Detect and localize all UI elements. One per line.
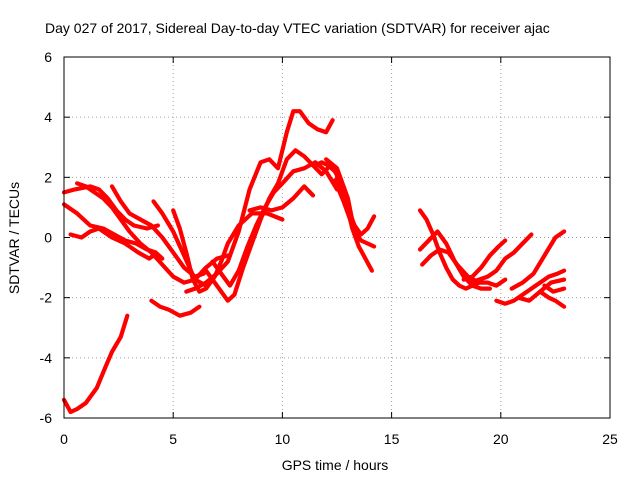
satellite-track-13	[247, 184, 316, 213]
satellite-track-12	[210, 160, 340, 288]
x-tick-labels: 0 5 10 15 20 25	[60, 431, 618, 447]
series-layer	[61, 109, 567, 415]
satellite-track-4	[68, 226, 156, 261]
y-tick-label: 2	[44, 169, 52, 185]
satellite-track-24	[509, 229, 567, 291]
y-tick-label: 6	[44, 49, 52, 65]
satellite-track-20	[417, 229, 492, 291]
x-tick-label: 5	[169, 431, 177, 447]
x-axis-label: GPS time / hours	[282, 457, 389, 473]
satellite-track-26	[537, 289, 567, 309]
satellite-track-22	[468, 232, 534, 285]
y-tick-label: -4	[40, 350, 53, 366]
satellite-track-27	[542, 283, 567, 294]
axis-ticks	[63, 56, 611, 419]
y-tick-label: -6	[40, 410, 53, 426]
chart-title: Day 027 of 2017, Sidereal Day-to-day VTE…	[45, 20, 550, 36]
y-tick-label: 0	[44, 230, 52, 246]
satellite-track-21	[461, 238, 508, 282]
satellite-track-23	[494, 268, 567, 306]
satellite-track-17	[332, 178, 359, 231]
x-tick-label: 15	[384, 431, 400, 447]
satellite-track-8	[149, 298, 202, 318]
satellite-track-1	[61, 313, 130, 415]
x-tick-label: 0	[60, 431, 68, 447]
satellite-track-2	[61, 184, 160, 231]
x-tick-label: 10	[275, 431, 291, 447]
satellite-track-5	[74, 181, 230, 285]
y-tick-labels: -6 -4 -2 0 2 4 6	[40, 49, 53, 426]
satellite-track-10	[184, 109, 335, 294]
x-tick-label: 20	[493, 431, 509, 447]
y-axis-label: SDTVAR / TECUs	[6, 182, 22, 294]
y-tick-label: 4	[44, 109, 52, 125]
satellite-track-16	[334, 175, 374, 273]
x-tick-label: 25	[602, 431, 618, 447]
y-tick-label: -2	[40, 290, 53, 306]
